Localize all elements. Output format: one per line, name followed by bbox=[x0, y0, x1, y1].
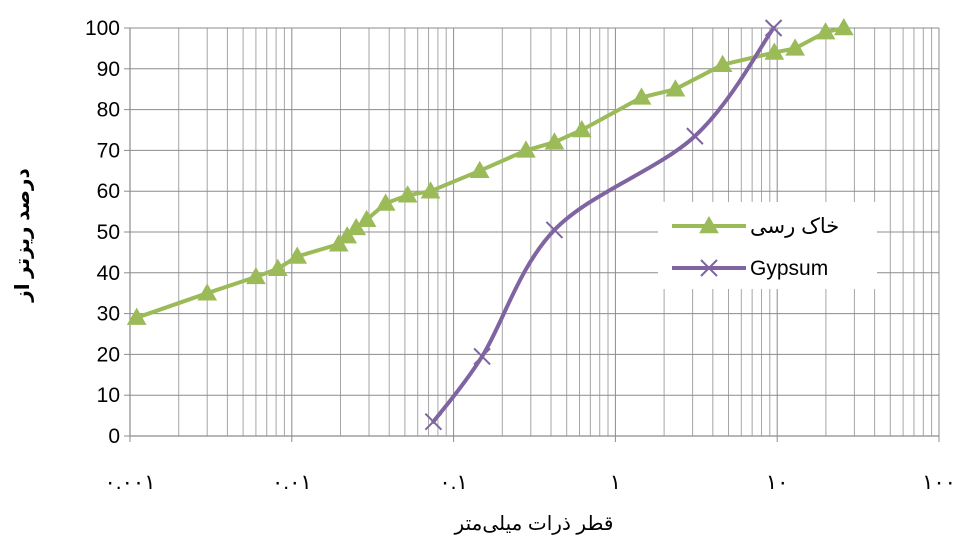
legend-marker-gypsum bbox=[700, 259, 718, 277]
data-point-clay bbox=[712, 54, 733, 72]
y-tick-label: 0 bbox=[108, 425, 120, 448]
y-tick-label: 50 bbox=[97, 221, 120, 244]
data-point-clay bbox=[631, 87, 652, 105]
data-point-gypsum bbox=[764, 19, 783, 37]
x-tick-label: ٠.٠١ bbox=[272, 471, 312, 494]
y-tick-label: 10 bbox=[97, 384, 120, 407]
y-tick-labels: 0 10 20 30 40 50 60 70 80 90 100 bbox=[85, 17, 120, 448]
y-tick-label: 100 bbox=[85, 17, 120, 40]
data-point-clay bbox=[267, 258, 288, 276]
data-point-clay bbox=[246, 266, 266, 285]
axes bbox=[124, 27, 940, 442]
y-tick-label: 40 bbox=[97, 262, 120, 285]
x-axis-title: قطر ذرات میلی‌متر bbox=[454, 513, 614, 535]
y-axis-title: درصد ریزتر از bbox=[12, 168, 34, 303]
data-point-gypsum bbox=[545, 221, 564, 239]
legend-box bbox=[658, 202, 877, 289]
y-tick-label: 90 bbox=[97, 58, 120, 81]
x-tick-label: ٠.٠٠١ bbox=[105, 471, 156, 494]
y-tick-label: 20 bbox=[97, 343, 120, 366]
data-point-clay bbox=[375, 193, 396, 211]
data-point-gypsum bbox=[424, 413, 443, 431]
x-tick-label: ١٠٠ bbox=[922, 471, 956, 494]
data-point-gypsum bbox=[473, 347, 491, 366]
data-point-clay bbox=[287, 246, 308, 264]
legend-label-gypsum: Gypsum bbox=[750, 257, 828, 280]
y-tick-label: 70 bbox=[97, 139, 120, 162]
x-tick-label: ٠.١ bbox=[439, 471, 467, 494]
legend: خاک رسی Gypsum bbox=[658, 202, 877, 289]
series-gypsum bbox=[424, 19, 783, 431]
data-point-clay bbox=[469, 160, 490, 179]
series-layer bbox=[126, 17, 854, 431]
y-tick-label: 80 bbox=[97, 99, 120, 122]
x-tick-label: ١ bbox=[610, 471, 621, 494]
x-tick-label: ١٠ bbox=[766, 471, 789, 494]
data-point-clay bbox=[785, 38, 805, 56]
data-point-clay bbox=[420, 181, 441, 199]
legend-label-clay: خاک رسی bbox=[750, 215, 839, 238]
x-tick-labels: ٠.٠٠١ ٠.٠١ ٠.١ ١ ١٠ ١٠٠ bbox=[105, 471, 956, 494]
data-point-gypsum bbox=[686, 127, 704, 145]
data-point-clay bbox=[665, 79, 686, 97]
data-point-clay bbox=[197, 283, 218, 301]
data-point-clay bbox=[764, 42, 785, 60]
legend-marker-clay bbox=[699, 215, 719, 234]
data-point-clay bbox=[544, 132, 565, 150]
data-point-clay bbox=[833, 17, 854, 36]
data-point-clay bbox=[126, 307, 147, 325]
series-clay bbox=[126, 17, 854, 325]
data-point-clay bbox=[571, 119, 592, 138]
y-tick-label: 30 bbox=[97, 303, 120, 326]
data-point-clay bbox=[516, 140, 536, 158]
data-point-clay bbox=[397, 185, 418, 203]
data-point-clay bbox=[815, 22, 836, 40]
y-tick-label: 60 bbox=[97, 180, 120, 203]
data-point-clay bbox=[356, 209, 377, 228]
